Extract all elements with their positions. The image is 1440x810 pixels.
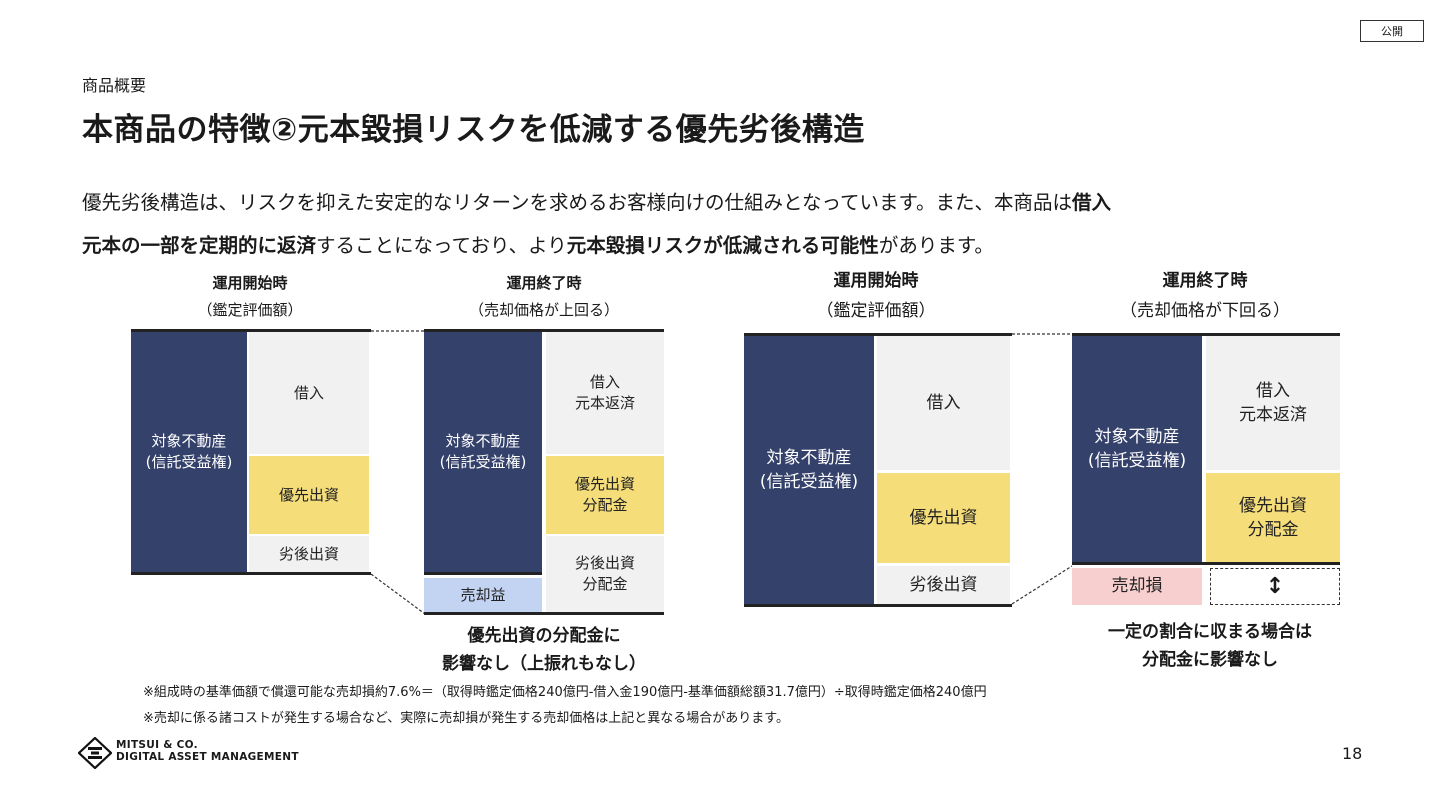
caption-head: 運用開始時 bbox=[212, 274, 288, 292]
lead-line-2: 元本の一部を定期的に返済することになっており、より元本毀損リスクが低減される可能… bbox=[82, 229, 1372, 258]
lead-text: することになっており、より bbox=[316, 234, 567, 257]
left-borrow-block: 借入 bbox=[249, 332, 369, 454]
public-badge: 公開 bbox=[1360, 20, 1424, 42]
lead-emphasis: 元本毀損リスクが低減される可能性 bbox=[566, 234, 879, 257]
company-logo-text: MITSUI & CO. DIGITAL ASSET MANAGEMENT bbox=[116, 739, 299, 763]
caption-head: 運用終了時 bbox=[506, 274, 582, 292]
logo-line: MITSUI & CO. bbox=[116, 739, 198, 751]
left-junior-block: 劣後出資 bbox=[249, 536, 369, 572]
right-asset-block-end: 対象不動産 (信託受益権) bbox=[1072, 336, 1202, 562]
right-senior-block: 優先出資 bbox=[877, 473, 1010, 563]
right-result-caption: 一定の割合に収まる場合は 分配金に影響なし bbox=[1108, 622, 1312, 670]
left-repay-block: 借入 元本返済 bbox=[546, 332, 664, 454]
right-loss-block: 売却損 bbox=[1072, 568, 1202, 605]
up-down-arrow-icon: ↕ bbox=[1210, 568, 1340, 605]
caption-sub: （鑑定評価額） bbox=[816, 301, 936, 321]
caption-sub: （売却価格が上回る） bbox=[468, 301, 619, 319]
divider bbox=[131, 572, 371, 575]
caption-head: 運用開始時 bbox=[833, 271, 919, 291]
logo-line: DIGITAL ASSET MANAGEMENT bbox=[116, 751, 299, 763]
footnote: ※組成時の基準価額で償還可能な売却損約7.6%＝（取得時鑑定価格240億円-借入… bbox=[143, 685, 987, 700]
right-asset-block: 対象不動産 (信託受益権) bbox=[744, 336, 874, 604]
footnote: ※売却に係る諸コストが発生する場合など、実際に売却損が発生する売却価格は上記と異… bbox=[143, 711, 789, 726]
left-result-caption: 優先出資の分配金に 影響なし（上振れもなし） bbox=[442, 626, 646, 674]
right-start-caption: 運用開始時 （鑑定評価額） bbox=[806, 266, 946, 326]
lead-text: があります。 bbox=[878, 234, 994, 257]
right-repay-block: 借入 元本返済 bbox=[1206, 336, 1340, 470]
divider bbox=[424, 329, 664, 332]
lead-text: 優先劣後構造は、リスクを抑えた安定的なリターンを求めるお客様向けの仕組みとなって… bbox=[82, 191, 1073, 214]
left-senior-dist-block: 優先出資 分配金 bbox=[546, 456, 664, 534]
mitsui-logo-icon bbox=[78, 737, 112, 769]
left-asset-block-end: 対象不動産 (信託受益権) bbox=[424, 332, 542, 572]
page-number: 18 bbox=[1342, 744, 1363, 763]
right-junior-block: 劣後出資 bbox=[877, 566, 1010, 604]
right-senior-dist-block: 優先出資 分配金 bbox=[1206, 473, 1340, 562]
section-label: 商品概要 bbox=[82, 76, 147, 95]
left-connector-lines bbox=[370, 330, 426, 615]
left-senior-block: 優先出資 bbox=[249, 456, 369, 534]
page-title: 本商品の特徴②元本毀損リスクを低減する優先劣後構造 bbox=[82, 112, 865, 148]
divider bbox=[1072, 333, 1340, 336]
divider bbox=[1072, 562, 1340, 565]
left-end-caption: 運用終了時 （売却価格が上回る） bbox=[454, 270, 634, 324]
lead-emphasis: 元本の一部を定期的に返済 bbox=[82, 234, 317, 257]
divider bbox=[424, 572, 542, 575]
caption-sub: （鑑定評価額） bbox=[197, 301, 303, 319]
lead-line-1: 優先劣後構造は、リスクを抑えた安定的なリターンを求めるお客様向けの仕組みとなって… bbox=[82, 186, 1372, 215]
divider bbox=[131, 329, 371, 332]
divider bbox=[424, 612, 664, 615]
right-borrow-block: 借入 bbox=[877, 336, 1010, 470]
lead-emphasis: 借入 bbox=[1072, 191, 1112, 214]
divider bbox=[744, 333, 1012, 336]
divider bbox=[744, 604, 1012, 607]
caption-head: 運用終了時 bbox=[1162, 271, 1248, 291]
caption-sub: （売却価格が下回る） bbox=[1120, 301, 1290, 321]
right-end-caption: 運用終了時 （売却価格が下回る） bbox=[1100, 266, 1310, 326]
right-connector-lines bbox=[1011, 333, 1073, 605]
left-junior-dist-block: 劣後出資 分配金 bbox=[546, 536, 664, 612]
left-start-caption: 運用開始時 （鑑定評価額） bbox=[190, 270, 310, 324]
left-gain-block: 売却益 bbox=[424, 578, 542, 612]
left-asset-block: 対象不動産 (信託受益権) bbox=[131, 332, 247, 572]
